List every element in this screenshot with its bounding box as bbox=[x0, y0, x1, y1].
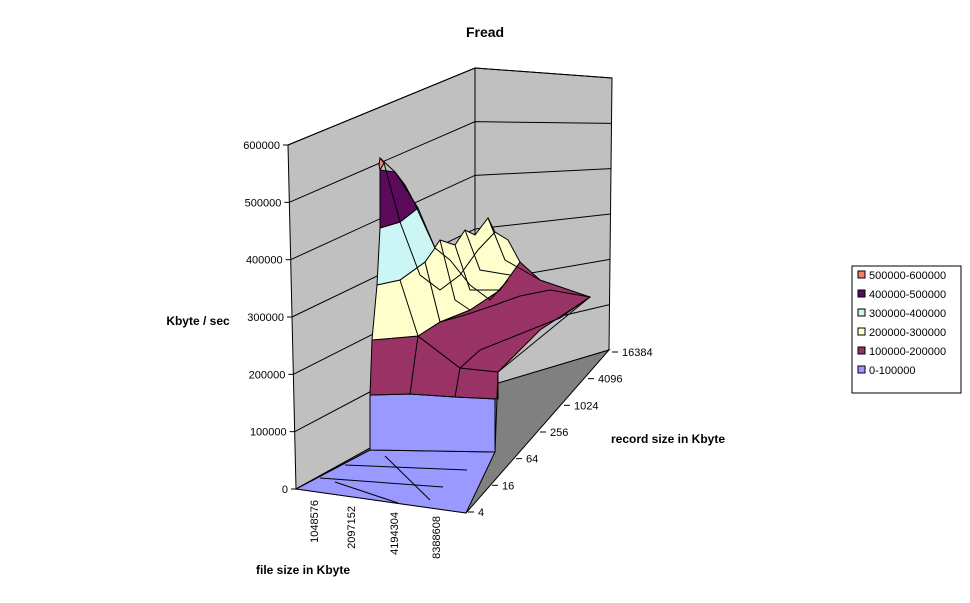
legend-swatch bbox=[857, 327, 866, 336]
x-axis-label: file size in Kbyte bbox=[256, 563, 350, 577]
y-axis-ticks: 4 16 64 256 1024 4096 16384 bbox=[468, 347, 653, 519]
surface bbox=[294, 156, 592, 514]
surface-floor-grid bbox=[319, 477, 444, 488]
legend-box bbox=[851, 265, 962, 394]
x-tick-label: 2097152 bbox=[346, 506, 358, 549]
x-tick-label: 8388608 bbox=[431, 516, 443, 559]
y-tick-label: 16 bbox=[502, 480, 514, 492]
z-tick-label: 0 bbox=[282, 484, 288, 496]
x-tick-label: 4194304 bbox=[389, 512, 401, 555]
surface-floor-grid bbox=[344, 464, 468, 471]
legend-label: 100000-200000 bbox=[869, 346, 946, 358]
gridline bbox=[291, 213, 611, 318]
gridline bbox=[287, 67, 613, 146]
z-tick-label: 500000 bbox=[245, 197, 282, 209]
y-axis-label: record size in Kbyte bbox=[611, 432, 725, 446]
legend-label: 200000-300000 bbox=[869, 327, 946, 339]
y-tick-label: 4096 bbox=[598, 374, 622, 386]
legend-label: 500000-600000 bbox=[869, 270, 946, 282]
z-tick-label: 100000 bbox=[250, 427, 287, 439]
legend-swatch bbox=[857, 346, 866, 355]
y-tick-label: 1024 bbox=[574, 400, 598, 412]
surface-band-500000-600000 bbox=[378, 156, 385, 172]
z-axis-ticks: 0 100000 200000 300000 400000 500000 600000 bbox=[243, 140, 296, 496]
z-tick-label: 200000 bbox=[249, 369, 286, 381]
legend-swatch bbox=[857, 289, 866, 298]
surface-floor-grid bbox=[384, 455, 431, 501]
z-tick-label: 300000 bbox=[247, 312, 284, 324]
z-tick-label: 600000 bbox=[243, 140, 280, 152]
y-tick-label: 256 bbox=[550, 427, 568, 439]
y-tick-label: 64 bbox=[526, 454, 538, 466]
legend-label: 0-100000 bbox=[869, 365, 916, 377]
legend-label: 400000-500000 bbox=[869, 289, 946, 301]
surface-floor-grid bbox=[334, 481, 399, 504]
surface-band-0-100000 bbox=[369, 393, 496, 453]
x-axis-ticks: 1048576 2097152 4194304 8388608 bbox=[309, 500, 443, 559]
y-tick-label: 16384 bbox=[622, 347, 653, 359]
gridline bbox=[290, 168, 612, 261]
gridline bbox=[289, 121, 612, 203]
chart-title: Fread bbox=[466, 24, 504, 40]
surface-mesh bbox=[369, 157, 591, 453]
z-tick-label: 400000 bbox=[246, 255, 283, 267]
legend-swatch bbox=[857, 365, 866, 374]
x-tick-label: 1048576 bbox=[309, 500, 321, 543]
legend-swatch bbox=[857, 308, 866, 317]
legend-swatch bbox=[857, 270, 866, 279]
legend: 500000-600000 400000-500000 300000-400000 2… bbox=[851, 265, 962, 394]
z-axis-label: Kbyte / sec bbox=[166, 314, 230, 328]
legend-label: 300000-400000 bbox=[869, 308, 946, 320]
y-tick-label: 4 bbox=[478, 507, 484, 519]
